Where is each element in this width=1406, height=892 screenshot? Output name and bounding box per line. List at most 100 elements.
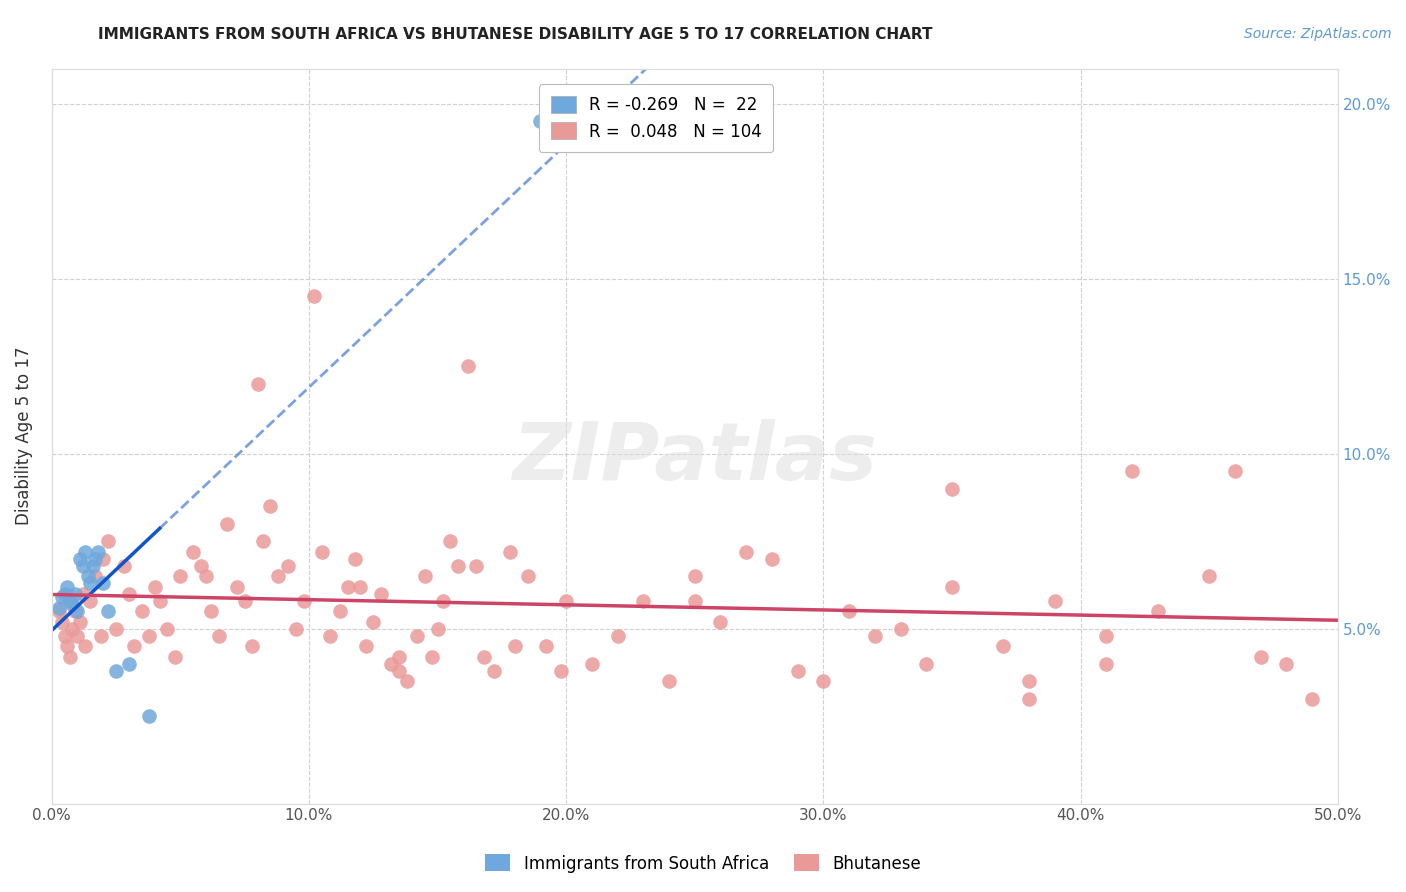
Point: [87, 544, 110, 558]
Point: [72, 586, 94, 600]
Point: [51, 615, 73, 629]
Point: [190, 558, 212, 573]
Point: [302, 289, 325, 303]
Point: [761, 551, 783, 566]
Point: [97, 534, 120, 549]
Point: [1198, 569, 1220, 583]
Point: [395, 674, 418, 689]
Point: [79, 576, 101, 591]
Point: [69, 615, 91, 629]
Point: [285, 622, 308, 636]
Point: [138, 629, 160, 643]
Point: [941, 580, 963, 594]
Point: [267, 569, 290, 583]
Point: [1301, 691, 1323, 706]
Point: [633, 593, 655, 607]
Point: [311, 544, 333, 558]
Point: [318, 629, 340, 643]
Point: [53, 629, 76, 643]
Point: [432, 593, 454, 607]
Point: [60, 597, 83, 611]
Point: [329, 604, 352, 618]
Point: [1275, 657, 1298, 671]
Point: [534, 639, 557, 653]
Point: [143, 580, 166, 594]
Point: [122, 639, 145, 653]
Point: [63, 586, 86, 600]
Point: [246, 376, 269, 391]
Point: [413, 569, 436, 583]
Point: [208, 629, 231, 643]
Point: [889, 622, 911, 636]
Point: [118, 586, 141, 600]
Point: [336, 580, 359, 594]
Point: [53, 586, 76, 600]
Point: [75, 544, 97, 558]
Point: [915, 657, 938, 671]
Point: [131, 604, 153, 618]
Point: [90, 629, 112, 643]
Point: [529, 114, 551, 128]
Y-axis label: Disability Age 5 to 17: Disability Age 5 to 17: [15, 347, 32, 525]
Point: [993, 639, 1015, 653]
Point: [1043, 593, 1066, 607]
Point: [169, 569, 191, 583]
Point: [56, 580, 79, 594]
Point: [498, 544, 520, 558]
Point: [149, 593, 172, 607]
Text: IMMIGRANTS FROM SOUTH AFRICA VS BHUTANESE DISABILITY AGE 5 TO 17 CORRELATION CHA: IMMIGRANTS FROM SOUTH AFRICA VS BHUTANES…: [98, 27, 934, 42]
Point: [361, 615, 384, 629]
Point: [200, 604, 222, 618]
Point: [105, 622, 128, 636]
Point: [439, 534, 461, 549]
Point: [66, 604, 89, 618]
Point: [91, 551, 114, 566]
Point: [1095, 629, 1118, 643]
Point: [1223, 464, 1246, 478]
Point: [84, 569, 107, 583]
Point: [181, 544, 204, 558]
Point: [48, 600, 70, 615]
Point: [941, 482, 963, 496]
Point: [76, 569, 98, 583]
Point: [48, 604, 70, 618]
Point: [406, 629, 429, 643]
Point: [370, 586, 392, 600]
Point: [735, 544, 758, 558]
Point: [233, 593, 256, 607]
Point: [422, 649, 444, 664]
Text: Source: ZipAtlas.com: Source: ZipAtlas.com: [1244, 27, 1392, 41]
Point: [75, 639, 97, 653]
Point: [503, 639, 526, 653]
Point: [292, 593, 315, 607]
Point: [555, 593, 578, 607]
Point: [683, 569, 706, 583]
Point: [60, 622, 83, 636]
Point: [97, 604, 120, 618]
Point: [69, 551, 91, 566]
Point: [91, 576, 114, 591]
Point: [344, 551, 367, 566]
Point: [658, 674, 681, 689]
Point: [516, 569, 538, 583]
Point: [426, 622, 449, 636]
Point: [388, 649, 411, 664]
Point: [84, 551, 107, 566]
Point: [105, 664, 128, 678]
Point: [112, 558, 135, 573]
Point: [195, 569, 218, 583]
Point: [59, 593, 82, 607]
Point: [683, 593, 706, 607]
Point: [380, 657, 402, 671]
Point: [482, 664, 505, 678]
Point: [472, 649, 495, 664]
Point: [156, 622, 179, 636]
Point: [447, 558, 470, 573]
Point: [215, 516, 238, 531]
Point: [59, 649, 82, 664]
Legend: Immigrants from South Africa, Bhutanese: Immigrants from South Africa, Bhutanese: [478, 847, 928, 880]
Point: [1095, 657, 1118, 671]
Point: [118, 657, 141, 671]
Point: [838, 604, 860, 618]
Point: [457, 359, 479, 373]
